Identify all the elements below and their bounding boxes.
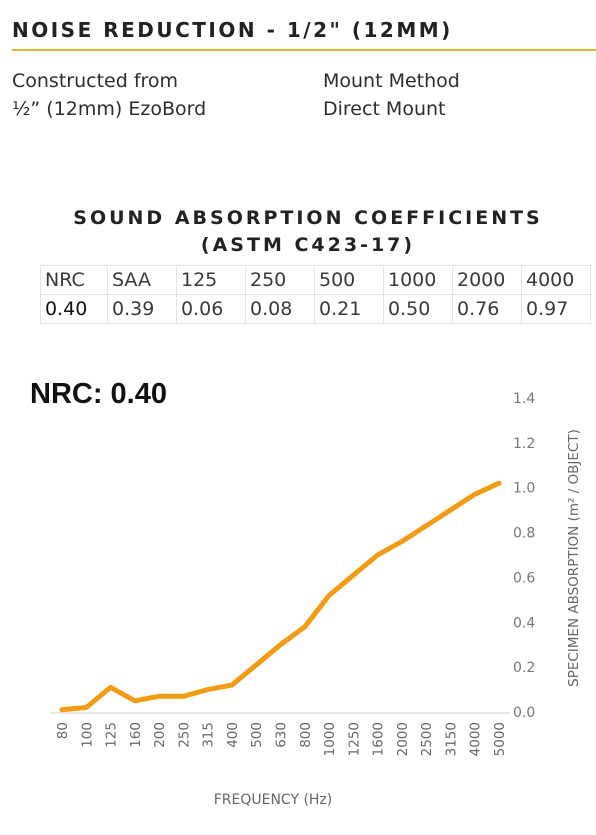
x-tick-label: 5000 [492, 722, 508, 756]
coefficients-standard: (ASTM C423-17) [200, 234, 416, 256]
header-cell: 125 [176, 265, 246, 295]
x-tick-label: 2500 [419, 722, 435, 756]
y-axis-title: SPECIMEN ABSORPTION (m² / OBJECT) [566, 429, 582, 687]
construction-info: Constructed from ½” (12mm) EzoBord [12, 67, 206, 123]
header-cell: SAA [107, 265, 177, 295]
value-cell: 0.76 [452, 294, 522, 324]
construction-value: ½” (12mm) EzoBord [12, 98, 207, 120]
x-tick-label: 400 [225, 722, 241, 748]
y-tick-label: 0.2 [513, 660, 535, 676]
x-tick-label: 1600 [371, 722, 387, 756]
x-tick-label: 4000 [468, 722, 484, 756]
absorption-series-line [59, 480, 502, 713]
header-cell: 4000 [521, 265, 591, 295]
header-cell: NRC [40, 265, 108, 295]
coefficients-table: NRC SAA 125 250 500 1000 2000 4000 0.40 … [40, 265, 591, 324]
page-title: NOISE REDUCTION - 1/2" (12MM) [12, 18, 453, 42]
y-tick-label: 0.8 [513, 526, 535, 542]
value-cell: 0.08 [245, 294, 315, 324]
x-tick-labels: 80 100 125 160 200 250 315 400 500 630 800 1000 1250… [55, 722, 508, 756]
y-tick-label: 1.0 [513, 481, 535, 497]
header-cell: 1000 [383, 265, 453, 295]
y-tick-label: 1.2 [513, 436, 535, 452]
x-tick-label: 800 [298, 722, 314, 748]
coefficients-value-row: 0.40 0.39 0.06 0.08 0.21 0.50 0.76 0.97 [40, 294, 591, 324]
x-tick-label: 1000 [322, 722, 338, 756]
y-tick-label: 0.4 [513, 615, 535, 631]
absorption-chart: 0.0 0.2 0.4 0.6 0.8 1.0 1.2 1.4 80 100 125 160 200 2… [50, 391, 582, 808]
x-tick-label: 630 [274, 722, 290, 748]
x-tick-label: 125 [104, 722, 120, 748]
value-cell: 0.50 [383, 294, 453, 324]
x-axis-title: FREQUENCY (Hz) [214, 792, 333, 808]
value-cell: 0.21 [314, 294, 384, 324]
x-tick-label: 1250 [346, 722, 362, 756]
mount-info: Mount Method Direct Mount [323, 67, 460, 123]
x-tick-label: 500 [249, 722, 265, 748]
nrc-label: NRC: 0.40 [30, 378, 167, 410]
y-tick-label: 1.4 [513, 391, 535, 407]
x-tick-label: 160 [128, 722, 144, 748]
x-tick-label: 2000 [395, 722, 411, 756]
x-tick-label: 3150 [443, 722, 459, 756]
construction-label: Constructed from [12, 70, 179, 92]
value-cell: 0.97 [521, 294, 591, 324]
coefficients-title: SOUND ABSORPTION COEFFICIENTS [73, 207, 543, 229]
value-cell: 0.39 [107, 294, 177, 324]
x-tick-label: 250 [176, 722, 192, 748]
title-divider [12, 49, 596, 51]
y-tick-labels: 0.0 0.2 0.4 0.6 0.8 1.0 1.2 1.4 [513, 391, 535, 721]
y-tick-label: 0.0 [513, 705, 535, 721]
header-cell: 250 [245, 265, 315, 295]
header-cell: 500 [314, 265, 384, 295]
x-tick-label: 80 [55, 722, 71, 739]
mount-label: Mount Method [323, 70, 460, 92]
x-tick-label: 315 [201, 722, 217, 748]
x-tick-label: 200 [152, 722, 168, 748]
x-tick-label: 100 [79, 722, 95, 748]
header-cell: 2000 [452, 265, 522, 295]
y-tick-label: 0.6 [513, 570, 535, 586]
coefficients-header-row: NRC SAA 125 250 500 1000 2000 4000 [40, 265, 591, 295]
mount-value: Direct Mount [323, 98, 446, 120]
value-cell: 0.40 [40, 294, 108, 324]
value-cell: 0.06 [176, 294, 246, 324]
